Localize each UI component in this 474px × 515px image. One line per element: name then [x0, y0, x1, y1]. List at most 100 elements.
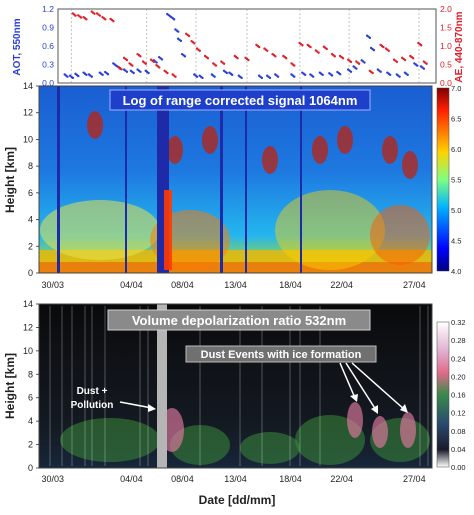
depol-colorbar-tick-label: 0.08 — [451, 427, 466, 436]
depol-dust-event — [400, 412, 416, 448]
aot-point — [172, 18, 176, 21]
aot-point — [139, 70, 142, 73]
ae-point — [131, 64, 134, 67]
signal-colorbar-tick-label: 5.0 — [451, 206, 461, 215]
aot-point — [213, 75, 216, 78]
depol-x-tick-label: 04/04 — [120, 474, 143, 484]
signal-x-ticks: 30/03 04/04 08/04 13/04 18/04 22/04 27/04 — [41, 280, 425, 290]
signal-panel: Log of range corrected signal 1064nm 0 2 4… — [3, 81, 461, 290]
depol-colorbar-tick-label: 0.20 — [451, 372, 466, 381]
ae-point — [420, 44, 423, 47]
ae-point — [112, 20, 115, 23]
signal-x-tick-label: 04/04 — [120, 280, 143, 290]
ae-point — [93, 12, 96, 15]
ae-point — [395, 60, 399, 64]
ae-right-tick-label: 0.0 — [440, 78, 452, 88]
aot-point — [379, 70, 382, 73]
aot-left-tick-label: 1.2 — [42, 4, 54, 14]
aot-point — [71, 76, 75, 80]
depol-x-tick-label: 27/04 — [403, 474, 426, 484]
depol-x-tick-label: 18/04 — [279, 474, 302, 484]
annotation-ice-arrow-2 — [345, 362, 377, 411]
ae-point — [144, 62, 147, 65]
aot-point — [231, 73, 234, 77]
ae-point — [193, 42, 196, 45]
depol-title: Volume depolarization ratio 532nm — [132, 313, 346, 328]
aot-point — [179, 39, 183, 43]
depol-colorbar-tick-label: 0.12 — [451, 409, 466, 418]
ae-point — [158, 66, 161, 69]
aot-point — [330, 74, 334, 77]
aot-point — [201, 76, 204, 80]
signal-colorbar-tick-label: 4.0 — [451, 267, 461, 276]
depol-data-gap — [157, 304, 167, 468]
aot-point — [312, 75, 315, 78]
signal-tick-label: 0 — [28, 268, 33, 278]
annotation-ice-arrowhead-3 — [400, 404, 408, 413]
aot-left-tick-label: 0.9 — [42, 23, 54, 33]
depol-x-axis-label: Date [dd/mm] — [199, 493, 276, 507]
ae-point — [411, 57, 415, 60]
signal-cloud — [402, 151, 418, 179]
aot-point — [183, 55, 187, 58]
depol-colorbar — [436, 321, 450, 468]
aot-ae-panel: 0.00.30.60.91.2 0.00.51.01.52.0 30/0304/… — [12, 4, 465, 96]
annotation-dust-pollution-line2: Pollution — [71, 400, 114, 411]
ae-point — [74, 14, 77, 17]
signal-colorbar-tick-label: 6.0 — [451, 145, 461, 154]
aot-point — [398, 75, 401, 78]
aot-point — [225, 71, 228, 75]
depol-tick-label: 10 — [23, 346, 33, 356]
depol-tick-label: 12 — [23, 322, 33, 332]
aot-point — [303, 73, 307, 77]
depol-aerosol-layer — [60, 418, 160, 462]
aot-point — [415, 64, 419, 67]
ae-point — [247, 58, 250, 62]
signal-dust-layer — [275, 190, 385, 270]
signal-data-gap — [245, 86, 247, 273]
annotation-ice-arrow-1 — [339, 362, 356, 399]
aot-point — [90, 75, 94, 78]
ae-point — [125, 58, 129, 62]
aot-point — [355, 67, 358, 70]
ae-point — [301, 44, 304, 47]
ae-point — [139, 55, 142, 58]
ae-point — [317, 51, 320, 54]
depol-x-tick-label: 22/04 — [330, 474, 353, 484]
depol-colorbar-ticks: 0.00 0.04 0.08 0.12 0.16 0.20 0.24 0.28 0.32 — [451, 318, 466, 472]
depol-x-tick-label: 08/04 — [171, 474, 194, 484]
ae-right-ticks: 0.0 0.5 1.0 1.5 2.0 — [440, 4, 452, 88]
ae-right-tick-label: 2.0 — [440, 4, 452, 14]
depol-tick-label: 0 — [28, 463, 33, 473]
signal-colorbar-tick-label: 6.5 — [451, 115, 461, 124]
depol-dust-event — [372, 416, 388, 448]
signal-title: Log of range corrected signal 1064nm — [123, 93, 358, 108]
aot-ae-points — [63, 10, 428, 80]
ae-point — [333, 55, 336, 58]
aot-point — [240, 76, 243, 80]
ae-point — [403, 58, 407, 62]
depol-x-tick-label: 30/03 — [41, 474, 64, 484]
aot-point — [177, 30, 180, 33]
signal-x-tick-label: 13/04 — [224, 280, 247, 290]
ae-point — [98, 14, 102, 17]
signal-heatmap-features — [39, 86, 432, 273]
aot-point — [372, 48, 376, 52]
ae-point — [425, 62, 428, 65]
signal-surface-layer — [39, 262, 432, 273]
aot-point — [388, 73, 392, 77]
signal-cloud — [167, 136, 183, 164]
ae-point — [222, 62, 226, 65]
signal-tick-label: 14 — [23, 81, 33, 91]
signal-x-tick-label: 22/04 — [330, 280, 353, 290]
depol-panel: Volume depolarization ratio 532nm Dust +… — [3, 299, 466, 507]
ae-point — [214, 64, 218, 67]
signal-y-axis-label: Height [km] — [3, 147, 17, 213]
annotation-ice-formation: Dust Events with ice formation — [201, 349, 362, 361]
ae-point — [309, 45, 312, 49]
ae-point — [120, 68, 123, 71]
depol-dust-event — [347, 402, 363, 438]
signal-colorbar-ticks: 4.0 4.5 5.0 5.5 6.0 6.5 7.0 — [451, 84, 461, 276]
aot-point — [406, 73, 409, 77]
signal-data-gap — [57, 86, 60, 273]
